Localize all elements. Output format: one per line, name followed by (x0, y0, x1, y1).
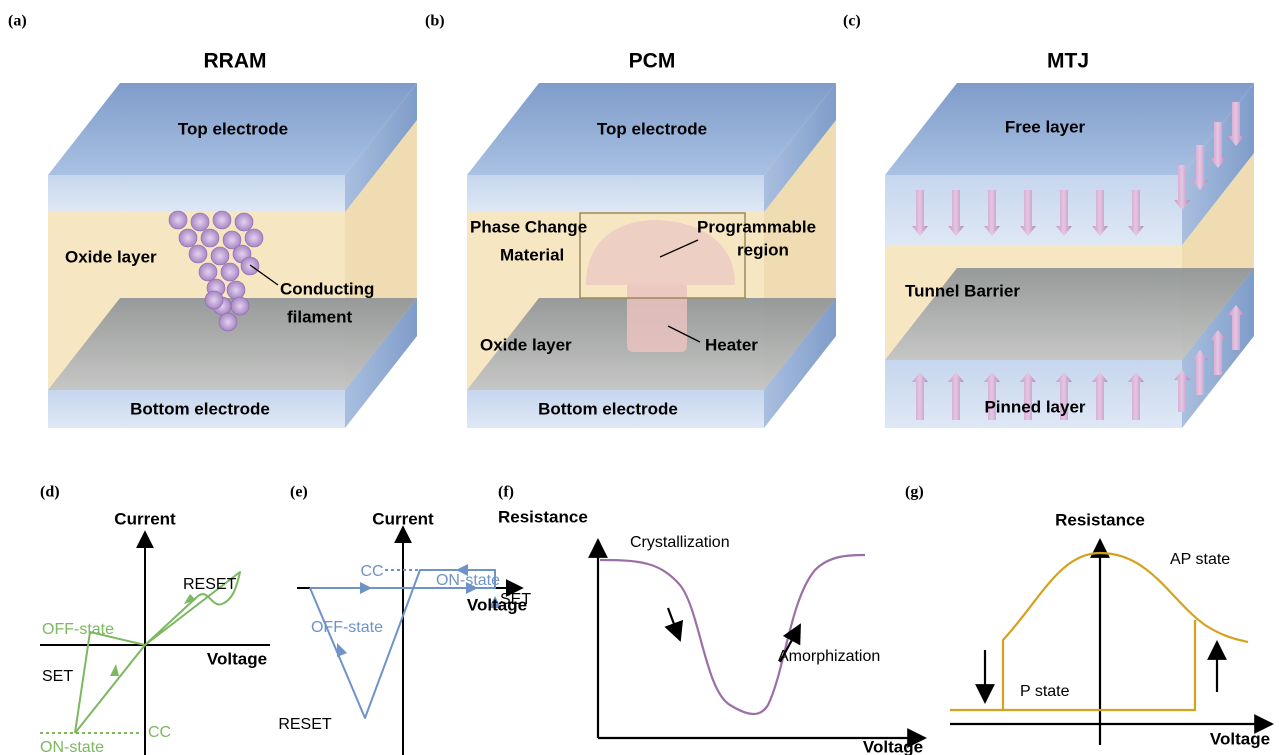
annotation: RESET (278, 716, 332, 733)
layer-label: Pinned layer (984, 397, 1085, 416)
annotation: SET (500, 591, 531, 608)
annotation: RESET (183, 576, 237, 593)
filament-atom (199, 263, 217, 281)
layer-label: Oxide layer (480, 335, 572, 354)
annotation: Amorphization (778, 648, 880, 665)
material-label: Material (500, 245, 564, 264)
electrode-band (467, 175, 764, 212)
annotation: ON-state (40, 739, 104, 755)
filament-atom (221, 263, 239, 281)
filament-atom (211, 247, 229, 265)
panel-label: (d) (40, 484, 60, 501)
filament-atom (169, 211, 187, 229)
annotation: Crystallization (630, 534, 730, 551)
panel-title: MTJ (1047, 50, 1089, 73)
y-axis-label: Resistance (498, 507, 588, 526)
panel-title: RRAM (204, 50, 267, 73)
panel-label: (b) (425, 13, 445, 30)
filament-atom (179, 229, 197, 247)
layer-label: Tunnel Barrier (905, 281, 1020, 300)
annotation: SET (42, 668, 73, 685)
rv-plot-g (950, 540, 1272, 745)
direction-arrow (110, 594, 196, 676)
material-label: Phase Change (470, 217, 587, 236)
annotation: ON-state (436, 572, 500, 589)
annotation: AP state (1170, 551, 1230, 568)
panel-label: (f) (498, 484, 514, 501)
layer-label: Oxide layer (65, 247, 157, 266)
panel-title: PCM (629, 50, 676, 73)
x-axis-label: Voltage (1210, 729, 1270, 748)
filament-atom (189, 245, 207, 263)
x-axis-label: Voltage (863, 737, 923, 755)
region-label: region (737, 240, 789, 259)
electrode-band (48, 175, 345, 212)
iv-plot-d (40, 532, 270, 755)
filament-atom (205, 291, 223, 309)
annotation: P state (1020, 683, 1070, 700)
panel-label: (e) (290, 484, 308, 501)
filament-atom (245, 229, 263, 247)
layer-label: Top electrode (597, 119, 707, 138)
rv-plot-f (598, 540, 925, 738)
region-label: Programmable (697, 217, 816, 236)
panel-label: (a) (8, 13, 27, 30)
resistance-curve (600, 555, 865, 714)
panel-label: (c) (843, 13, 861, 30)
layer-label: Top electrode (178, 119, 288, 138)
y-axis-label: Current (372, 509, 434, 528)
y-axis-label: Resistance (1055, 510, 1145, 529)
filament-atom (227, 281, 245, 299)
heater (627, 282, 687, 352)
annotation: CC (148, 724, 171, 741)
direction-arrow (668, 608, 680, 640)
x-axis-label: Voltage (207, 649, 267, 668)
layer-label: Bottom electrode (130, 399, 270, 418)
filament-atom (219, 313, 237, 331)
filament-atom (191, 213, 209, 231)
filament-atom (235, 213, 253, 231)
layer-label: Bottom electrode (538, 399, 678, 418)
filament-atom (213, 211, 231, 229)
figure: (a) (b) (c) (d) (e) (f) (g) RRAM PCM MTJ… (0, 0, 1279, 755)
y-axis-label: Current (114, 509, 176, 528)
annotation: OFF-state (311, 619, 383, 636)
layer-label: Free layer (1005, 117, 1086, 136)
annotation: CC (360, 563, 383, 580)
filament-label: Conducting (280, 279, 374, 298)
filament-atom (241, 257, 259, 275)
heater-label: Heater (705, 335, 758, 354)
annotation: OFF-state (42, 621, 114, 638)
panel-label: (g) (905, 484, 924, 501)
filament-atom (201, 229, 219, 247)
filament-atom (231, 297, 249, 315)
filament-label: filament (287, 307, 353, 326)
